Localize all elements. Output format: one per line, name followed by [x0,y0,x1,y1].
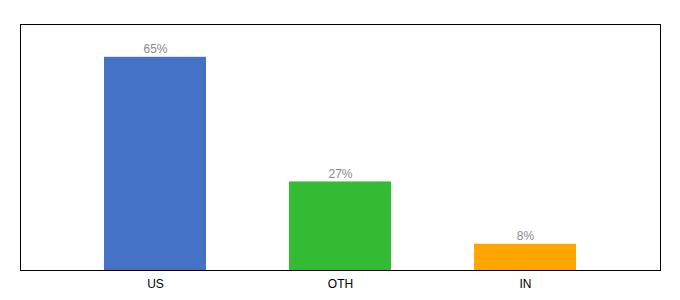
svg-text:27%: 27% [328,167,352,181]
svg-text:8%: 8% [517,229,535,243]
svg-text:65%: 65% [143,42,167,56]
svg-text:US: US [147,277,164,291]
svg-text:IN: IN [520,277,532,291]
svg-text:OTH: OTH [328,277,353,291]
